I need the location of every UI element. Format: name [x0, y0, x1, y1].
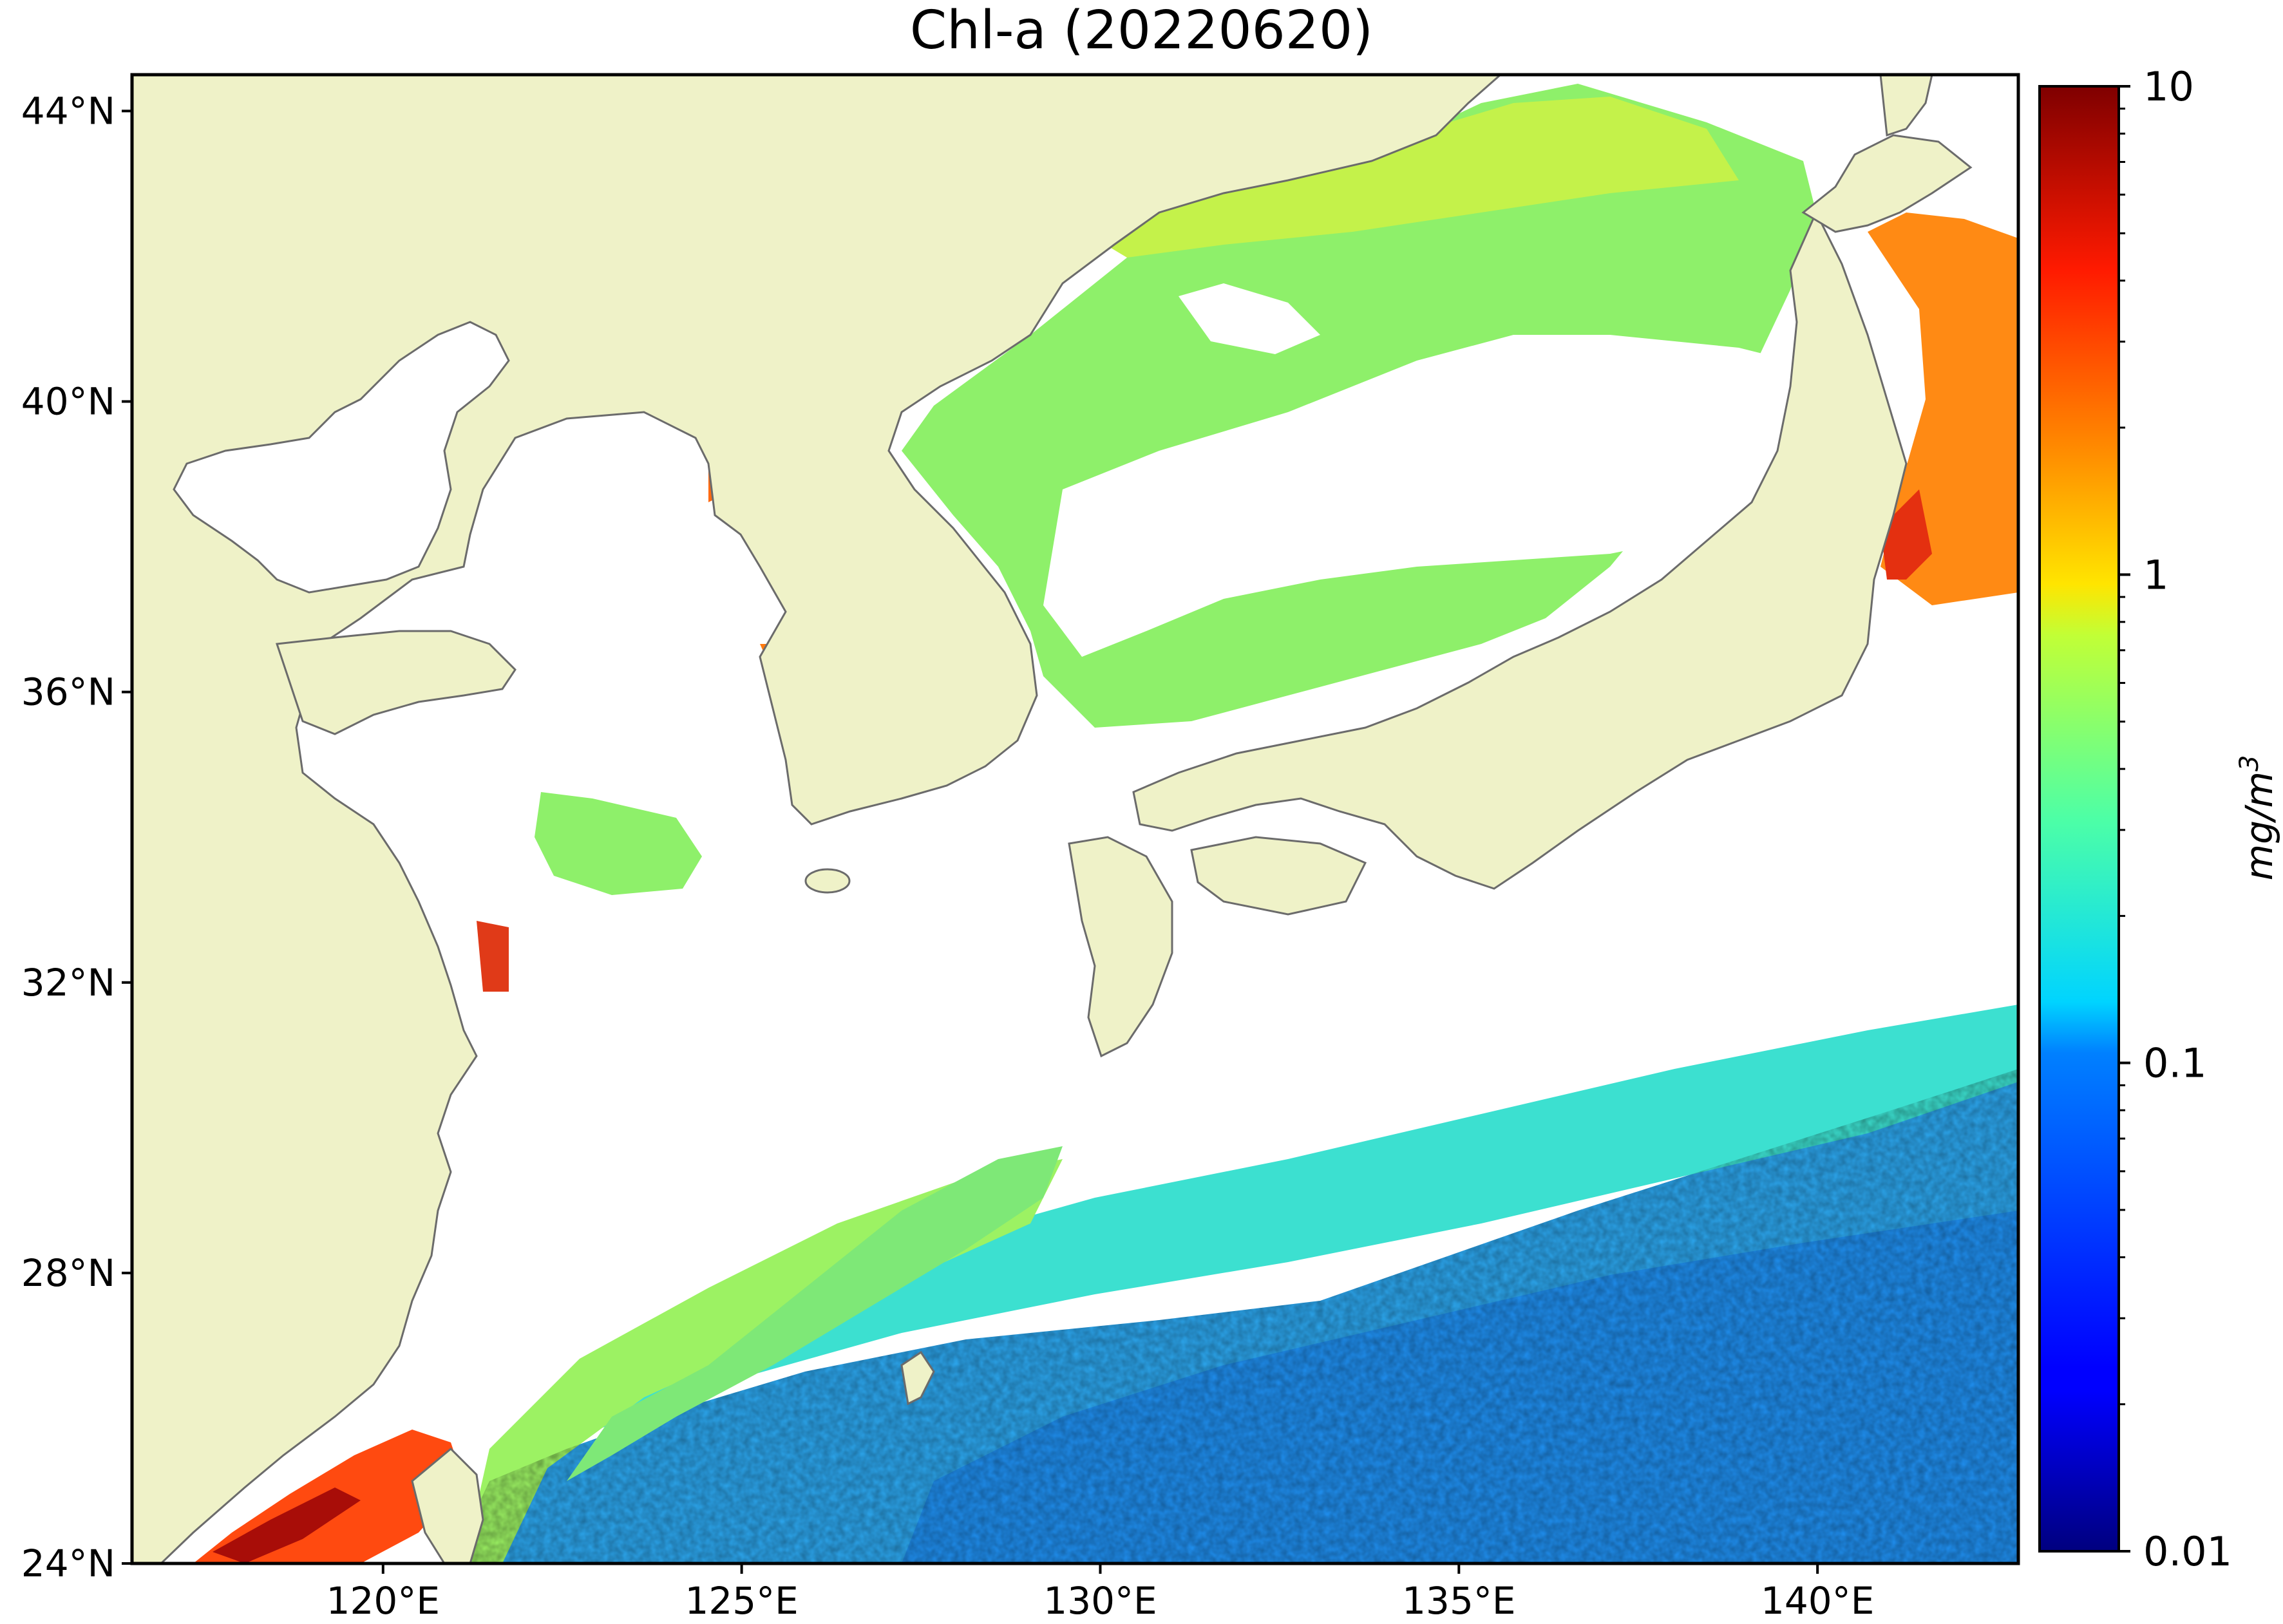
lat-tick-label: 40°N [21, 380, 115, 424]
lat-tick-label: 28°N [21, 1251, 115, 1295]
lon-tick-label: 120°E [327, 1579, 440, 1623]
kuroshio-front-chl [567, 1146, 1063, 1481]
lat-tick-label: 36°N [21, 670, 115, 714]
land-mainland-asia [132, 75, 1502, 1563]
map-panel [132, 75, 2018, 1563]
map-title: Chl-a (20220620) [909, 0, 1374, 61]
lat-tick-label: 44°N [21, 89, 115, 133]
lon-tick-label: 135°E [1402, 1579, 1515, 1623]
coastal-chl-patch-3 [477, 921, 509, 992]
land-okinawa [900, 1350, 935, 1406]
colorbar-tick-label: 0.1 [2143, 1040, 2207, 1087]
bohai-sea [173, 321, 510, 594]
lat-tick-label: 32°N [21, 961, 115, 1005]
colorbar: 10 1 0.1 0.01 mg/m3 [2038, 63, 2281, 1575]
colorbar-ticks: 10 1 0.1 0.01 [2119, 63, 2232, 1575]
colorbar-tick-label: 0.01 [2143, 1528, 2232, 1575]
colorbar-gradient [2038, 85, 2120, 1553]
land-japan-shikoku [1190, 836, 1367, 916]
lon-tick-label: 130°E [1043, 1579, 1157, 1623]
taiwan-strait-chl-dark [213, 1487, 361, 1563]
land-japan-honshu [1132, 210, 1908, 890]
sea-of-japan-chl-yellowish [1063, 97, 1739, 258]
cloud-patch-sea-of-japan [1043, 335, 1790, 657]
land-japan-hokkaido [1801, 134, 1973, 233]
cloud-patch-small [1179, 283, 1320, 354]
longitude-axis: 120°E 125°E 130°E 135°E 140°E [327, 1563, 1874, 1623]
colorbar-tick-label: 10 [2143, 63, 2194, 110]
ocean-texture [451, 1069, 2018, 1563]
east-china-sea-chl [535, 792, 702, 895]
land-sakhalin [1879, 75, 1933, 137]
latitude-axis: 44°N 40°N 36°N 32°N 28°N 24°N [21, 89, 132, 1585]
ocean-chl-transition-band [451, 1005, 2018, 1563]
colorbar-tick-label: 1 [2143, 551, 2168, 598]
land-masses [132, 75, 1973, 1563]
land-jeju [804, 868, 851, 894]
pacific-very-high-chl [1880, 489, 1932, 580]
land-japan-kyushu [1068, 836, 1173, 1058]
land-shandong [275, 630, 516, 735]
land-taiwan [411, 1447, 484, 1563]
map-frame [130, 73, 2020, 1565]
lon-tick-label: 140°E [1761, 1579, 1874, 1623]
colorbar-unit-label: mg/m3 [2235, 755, 2281, 881]
lat-tick-label: 24°N [21, 1542, 115, 1585]
lon-tick-label: 125°E [685, 1579, 798, 1623]
